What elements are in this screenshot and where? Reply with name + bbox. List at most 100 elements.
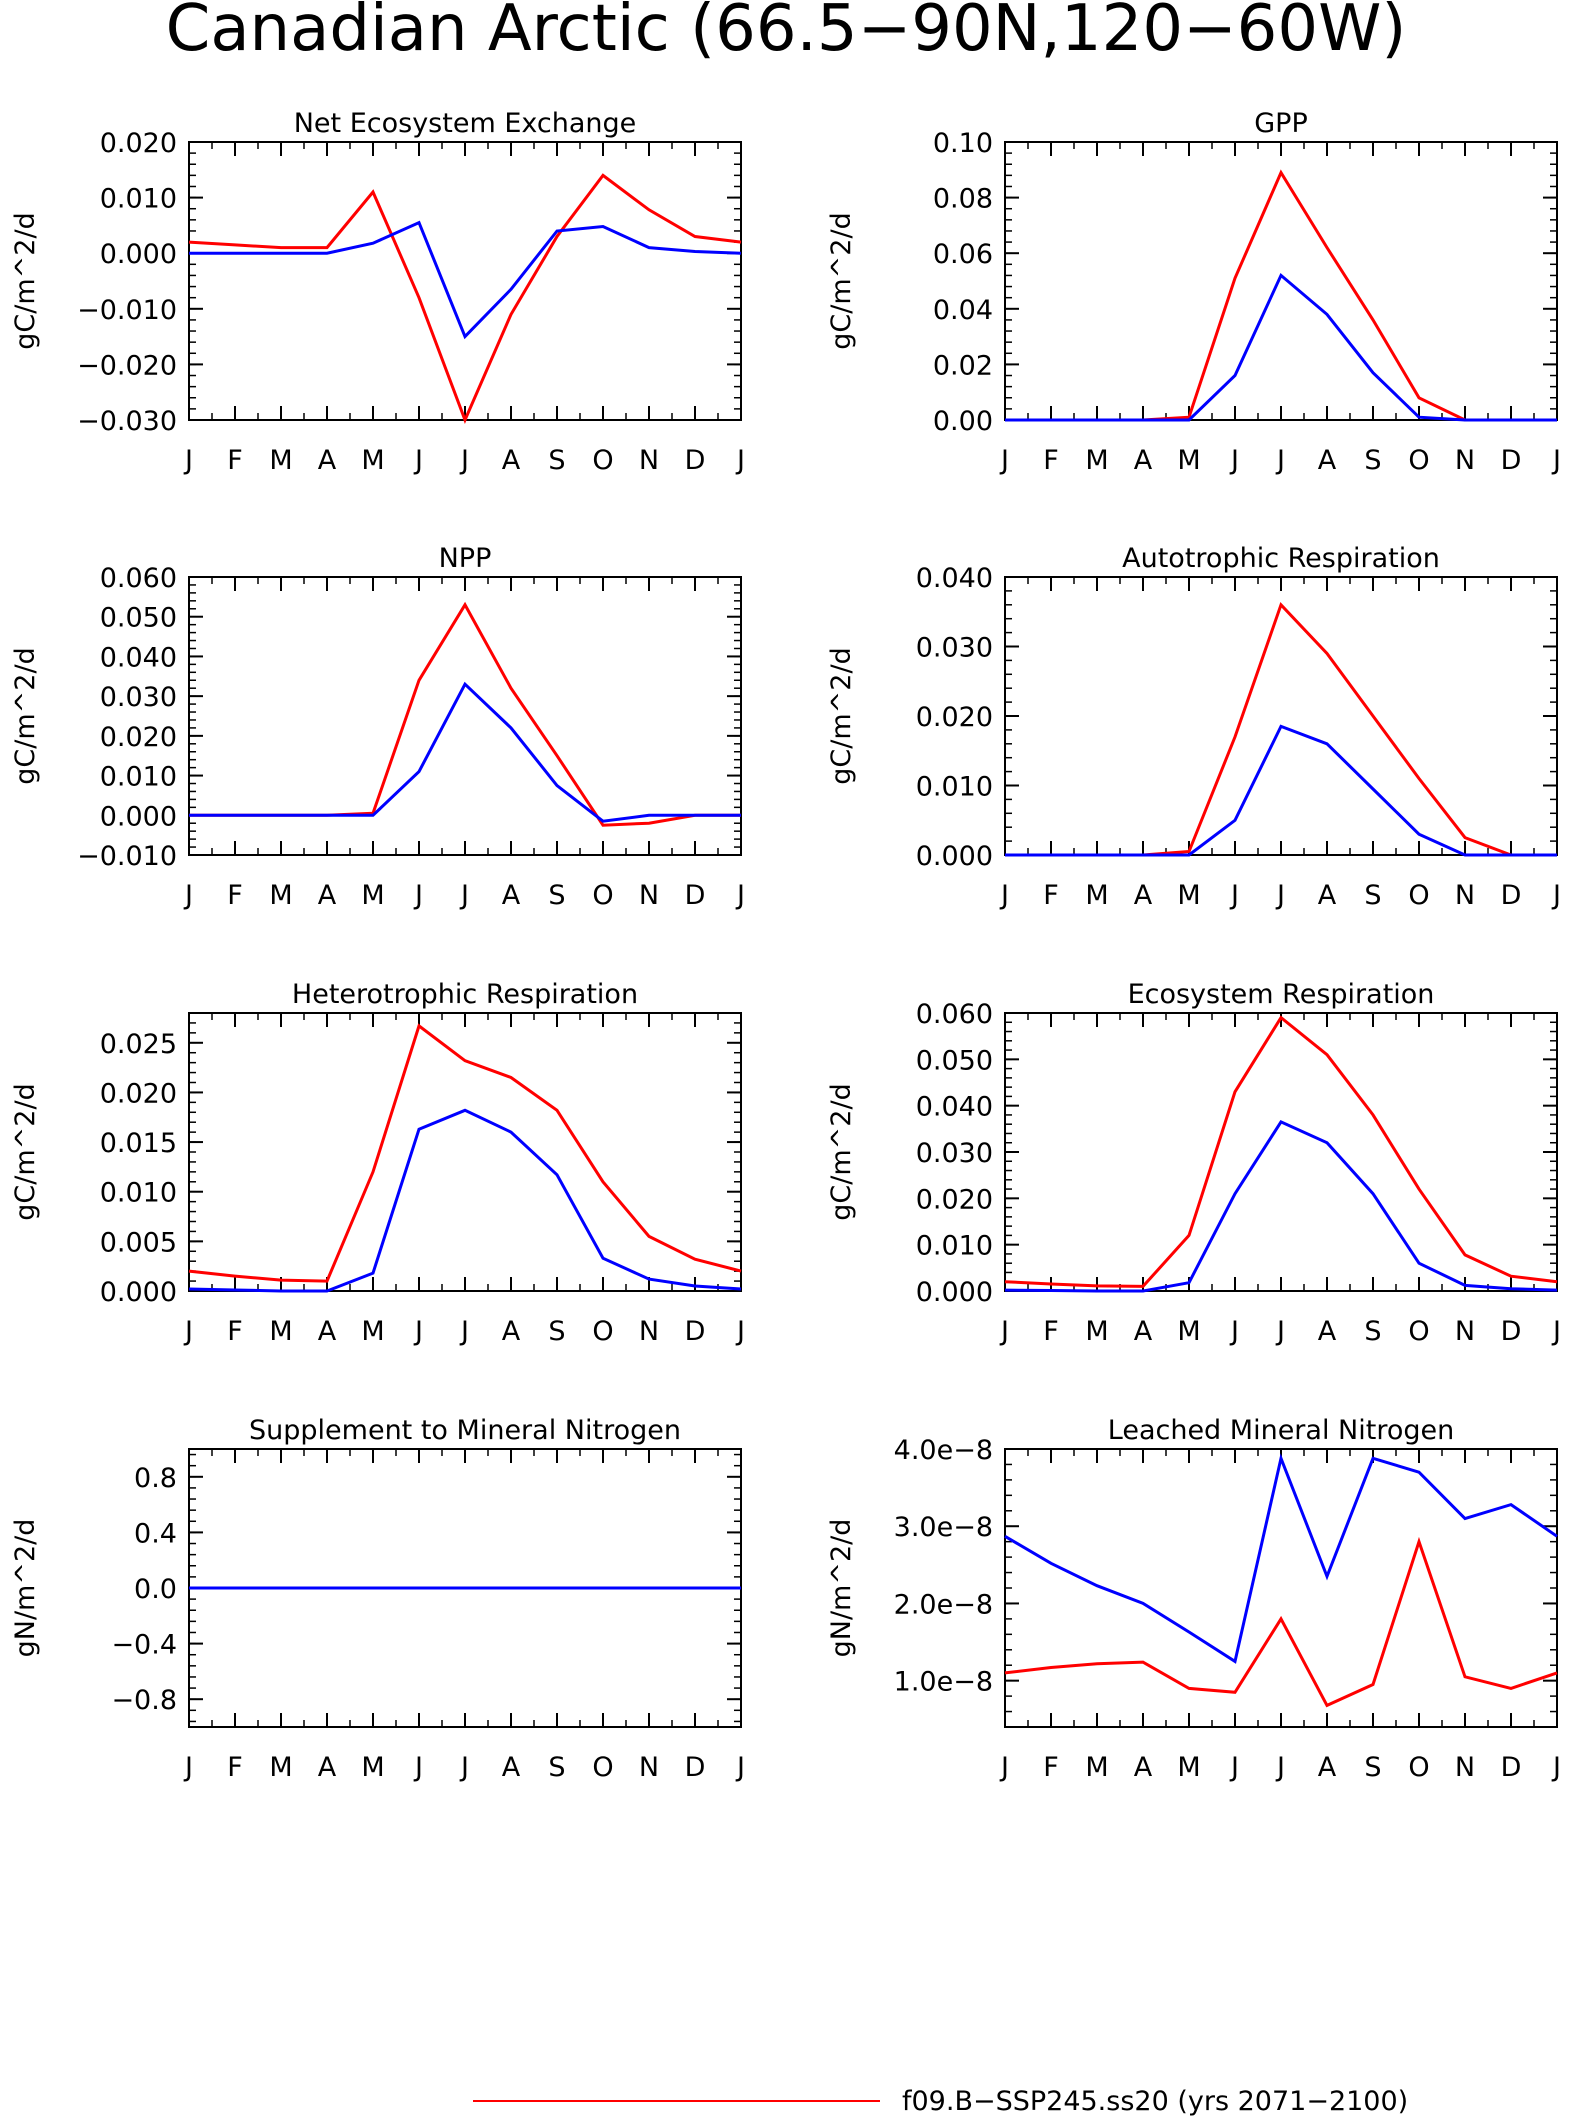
series-line-red — [1004, 1015, 1558, 1288]
x-tick-label: N — [1455, 1316, 1475, 1347]
x-tick-label: S — [1364, 1316, 1381, 1347]
x-tick-label: F — [1043, 1752, 1059, 1783]
y-tick-label: 0.000 — [100, 801, 177, 832]
x-tick-label: A — [1318, 880, 1337, 911]
y-tick-label: 0.020 — [916, 1184, 993, 1215]
y-tick-label: 0.025 — [100, 1029, 177, 1060]
x-tick-label: D — [1501, 1316, 1522, 1347]
y-tick-label: −0.4 — [111, 1630, 177, 1661]
y-tick-label: 0.010 — [100, 762, 177, 793]
y-axis-label: gC/m^2/d — [10, 647, 41, 784]
x-tick-label: J — [1275, 1752, 1285, 1783]
x-tick-label: M — [1177, 880, 1200, 911]
x-tick-label: J — [459, 880, 469, 911]
series-line-red — [1005, 601, 1557, 857]
x-tick-label: J — [183, 880, 193, 911]
x-tick-label: J — [1551, 1316, 1561, 1347]
x-tick-label: S — [1364, 880, 1381, 911]
x-tick-label: J — [459, 1752, 469, 1783]
y-tick-label: 0.8 — [134, 1463, 177, 1494]
plot-frame — [1004, 141, 1558, 421]
y-tick-label: 0.4 — [134, 1518, 177, 1549]
y-tick-label: 2.0e−8 — [894, 1589, 993, 1620]
y-axis-label: gC/m^2/d — [826, 212, 857, 349]
x-tick-label: M — [1085, 445, 1108, 476]
panel-title: Leached Mineral Nitrogen — [1108, 1415, 1454, 1446]
x-tick-label: D — [1501, 445, 1522, 476]
y-tick-label: 0.020 — [100, 722, 177, 753]
series-line-blue — [188, 1108, 742, 1293]
series-line-blue — [189, 681, 741, 823]
y-tick-label: 0.000 — [100, 1277, 177, 1308]
y-axis-label: gN/m^2/d — [826, 1519, 857, 1658]
x-tick-label: O — [592, 880, 613, 911]
x-tick-label: A — [1134, 1316, 1153, 1347]
x-tick-label: S — [1364, 1752, 1381, 1783]
x-tick-label: M — [361, 880, 384, 911]
legend-label: f09.B−SSP245.ss20 (yrs 2071−2100) — [902, 2086, 1408, 2117]
y-tick-label: 0.015 — [100, 1128, 177, 1159]
legend: f09.B−SSP245.ss20 (yrs 2071−2100) — [473, 2086, 1408, 2117]
x-tick-label: J — [999, 1316, 1009, 1347]
y-tick-label: 0.050 — [916, 1045, 993, 1076]
y-tick-label: 4.0e−8 — [894, 1435, 993, 1466]
y-tick-label: 0.020 — [100, 128, 177, 159]
x-tick-label: A — [1134, 880, 1153, 911]
y-tick-label: 0.02 — [933, 350, 993, 381]
y-tick-label: 0.010 — [916, 772, 993, 803]
x-tick-label: D — [685, 1752, 706, 1783]
x-tick-label: A — [318, 1316, 337, 1347]
x-tick-label: J — [1275, 445, 1285, 476]
y-tick-label: 0.050 — [100, 603, 177, 634]
x-tick-label: J — [413, 1316, 423, 1347]
x-tick-label: J — [183, 1316, 193, 1347]
plot-frame — [1004, 1012, 1558, 1292]
x-tick-label: N — [1455, 880, 1475, 911]
y-tick-label: 0.000 — [916, 841, 993, 872]
y-axis-label: gC/m^2/d — [826, 1083, 857, 1220]
x-tick-label: N — [1455, 1752, 1475, 1783]
panel-title: Ecosystem Respiration — [1128, 979, 1435, 1010]
x-tick-label: M — [1085, 1316, 1108, 1347]
panel-7: Supplement to Mineral Nitrogen gN/m^2/d J F… — [10, 1415, 745, 1783]
x-tick-label: J — [1551, 880, 1561, 911]
x-tick-label: A — [502, 1752, 521, 1783]
x-tick-label: F — [227, 1316, 243, 1347]
x-tick-label: M — [1085, 1752, 1108, 1783]
y-tick-label: 0.040 — [100, 642, 177, 673]
x-tick-label: A — [1318, 1752, 1337, 1783]
x-tick-label: J — [735, 1752, 745, 1783]
x-tick-label: M — [269, 445, 292, 476]
x-tick-label: D — [685, 445, 706, 476]
x-tick-label: J — [1229, 1316, 1239, 1347]
x-tick-label: J — [413, 880, 423, 911]
x-tick-label: M — [361, 445, 384, 476]
y-tick-label: 0.0 — [134, 1574, 177, 1605]
y-tick-label: −0.010 — [77, 841, 177, 872]
x-tick-label: J — [1551, 1752, 1561, 1783]
y-tick-label: 0.010 — [100, 1178, 177, 1209]
x-tick-label: O — [592, 1316, 613, 1347]
x-tick-label: J — [413, 1752, 423, 1783]
x-tick-label: J — [459, 1316, 469, 1347]
x-tick-label: F — [227, 445, 243, 476]
y-tick-label: 0.000 — [916, 1277, 993, 1308]
series-line-blue — [1005, 724, 1557, 857]
x-tick-label: J — [413, 445, 423, 476]
x-tick-label: F — [227, 1752, 243, 1783]
y-tick-label: −0.030 — [77, 406, 177, 437]
plot-frame — [1004, 1448, 1558, 1728]
y-axis-label: gC/m^2/d — [826, 647, 857, 784]
y-tick-label: 0.030 — [916, 1138, 993, 1169]
x-tick-label: S — [1364, 445, 1381, 476]
y-tick-label: 0.030 — [916, 633, 993, 664]
x-tick-label: A — [318, 445, 337, 476]
y-tick-label: 0.040 — [916, 563, 993, 594]
x-tick-label: A — [502, 1316, 521, 1347]
series-line-red — [1005, 169, 1557, 422]
y-tick-label: 0.005 — [100, 1227, 177, 1258]
panel-title: Heterotrophic Respiration — [292, 979, 638, 1010]
x-tick-label: O — [1408, 880, 1429, 911]
